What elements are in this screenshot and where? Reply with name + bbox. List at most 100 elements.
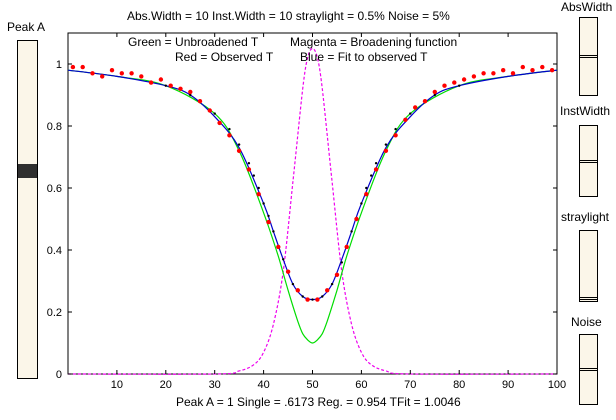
legend-magenta: Magenta = Broadening function <box>290 35 457 49</box>
point-observed-t <box>276 244 281 250</box>
point-observed-t <box>501 68 506 73</box>
point-observed-t-points <box>433 93 436 97</box>
point-observed-t-points <box>330 282 334 286</box>
point-observed-t <box>129 71 134 76</box>
point-observed-t-points <box>189 93 192 97</box>
inst-width-slider[interactable] <box>579 125 598 197</box>
point-observed-t-points <box>365 186 368 190</box>
point-observed-t-points <box>237 143 241 146</box>
point-observed-t <box>315 297 320 302</box>
point-observed-t-points <box>213 112 216 115</box>
point-observed-t <box>139 74 144 79</box>
point-observed-t <box>90 71 95 76</box>
point-observed-t-points <box>272 230 275 233</box>
point-observed-t <box>100 74 105 79</box>
x-tick-label: 20 <box>160 379 172 391</box>
plot-frame <box>67 32 558 375</box>
point-observed-t-points <box>394 127 397 131</box>
x-tick-label: 60 <box>355 379 367 391</box>
inst-width-slider-thumb[interactable] <box>580 160 597 163</box>
point-observed-t <box>471 74 477 79</box>
x-tick-label: 90 <box>502 379 514 391</box>
peak-a-slider-thumb[interactable] <box>18 164 37 178</box>
y-tick-label: 0.4 <box>47 245 62 257</box>
point-observed-t-points <box>370 174 373 177</box>
point-observed-t <box>168 83 173 88</box>
point-observed-t <box>373 167 379 172</box>
point-observed-t-points <box>247 162 251 165</box>
x-tick-label: 50 <box>306 379 318 391</box>
point-observed-t <box>148 80 154 85</box>
peak-a-slider[interactable] <box>17 40 38 379</box>
abs-width-slider-thumb[interactable] <box>580 55 597 58</box>
point-observed-t <box>422 99 428 104</box>
x-tick-label: 30 <box>209 379 221 391</box>
point-observed-t-points <box>301 295 304 298</box>
legend-blue: Blue = Fit to observed T <box>300 50 428 64</box>
point-observed-t <box>70 64 76 70</box>
point-observed-t-points <box>228 127 231 131</box>
point-observed-t-points <box>311 298 314 301</box>
point-observed-t <box>413 105 418 110</box>
point-observed-t <box>119 71 125 76</box>
point-observed-t <box>236 148 242 153</box>
y-tick-label: 0.2 <box>47 307 62 319</box>
y-tick-label: 0.8 <box>47 121 62 133</box>
point-observed-t-points <box>257 186 260 190</box>
x-tick-label: 10 <box>111 379 123 391</box>
point-observed-t <box>207 108 212 113</box>
noise-slider-thumb[interactable] <box>580 368 597 371</box>
point-observed-t <box>266 219 271 225</box>
point-observed-t-points <box>409 112 412 115</box>
point-observed-t-points <box>267 214 270 218</box>
point-observed-t-points <box>291 282 295 286</box>
legend-green: Green = Unbroadened T <box>128 35 259 49</box>
point-observed-t <box>305 297 310 302</box>
point-observed-t-points <box>360 202 363 205</box>
point-observed-t <box>217 120 222 126</box>
point-observed-t <box>178 86 183 92</box>
point-observed-t-points <box>262 202 265 205</box>
point-observed-t <box>403 117 408 123</box>
inst-width-label: InstWidth <box>560 104 611 118</box>
point-observed-t <box>364 192 369 197</box>
top-title: Abs.Width = 10 Inst.Width = 10 strayligh… <box>127 9 450 23</box>
point-observed-t-points <box>374 162 378 165</box>
straylight-slider-thumb[interactable] <box>580 297 597 300</box>
noise-slider[interactable] <box>579 334 598 405</box>
point-observed-t <box>549 68 555 73</box>
x-tick-label: 100 <box>548 379 566 391</box>
point-observed-t <box>109 68 115 73</box>
point-observed-t <box>432 89 437 95</box>
point-observed-t <box>491 71 496 76</box>
point-observed-t <box>461 77 467 82</box>
point-observed-t <box>334 272 340 277</box>
point-observed-t <box>393 133 398 138</box>
point-observed-t <box>510 71 516 76</box>
point-observed-t <box>197 99 203 104</box>
point-observed-t <box>452 80 457 85</box>
y-tick-label: 0.6 <box>47 183 62 195</box>
abs-width-slider[interactable] <box>579 17 598 96</box>
point-observed-t <box>540 64 545 70</box>
point-observed-t-points <box>340 261 343 264</box>
point-observed-t <box>383 148 389 153</box>
point-observed-t <box>158 77 164 82</box>
point-observed-t-points <box>252 174 255 177</box>
point-observed-t <box>188 89 193 95</box>
point-observed-t-points <box>164 84 167 87</box>
point-observed-t <box>295 288 300 293</box>
point-observed-t <box>354 216 359 222</box>
x-tick-label: 80 <box>453 379 465 391</box>
point-observed-t <box>530 68 535 73</box>
peak-a-label: Peak A <box>7 20 46 34</box>
point-observed-t <box>344 244 349 250</box>
point-observed-t-points <box>384 143 388 146</box>
point-observed-t-points <box>282 258 285 261</box>
y-tick-label: 1 <box>56 59 62 71</box>
abs-width-label: AbsWidth <box>561 0 613 14</box>
point-observed-t <box>520 64 525 70</box>
straylight-slider[interactable] <box>579 230 598 302</box>
point-observed-t-points <box>350 230 353 233</box>
